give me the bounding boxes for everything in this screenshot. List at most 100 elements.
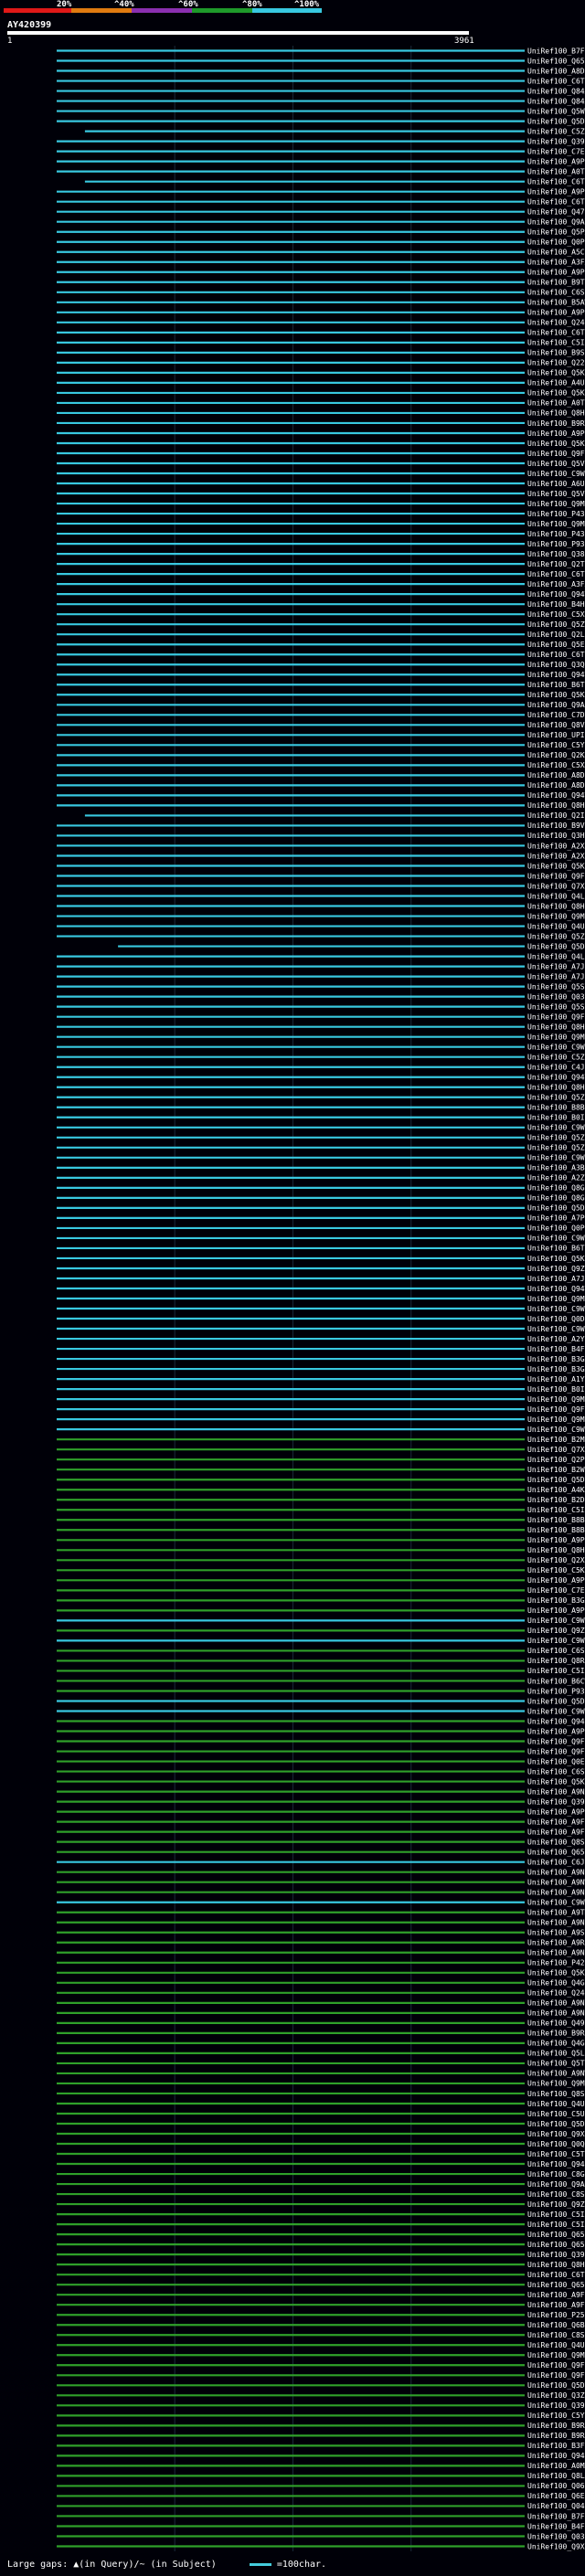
hit-row[interactable]: UniRef100_B0I532 (57, 1114, 585, 1122)
hit-label[interactable]: UniRef100_B8B9D3 (527, 1526, 585, 1534)
hit-label[interactable]: UniRef100_C6SZM9 (527, 1647, 585, 1655)
hit-label[interactable]: UniRef100_A9PJU4 (527, 1807, 585, 1816)
hit-label[interactable]: UniRef100_B9RCQ1 (527, 2422, 585, 2430)
hit-row[interactable]: UniRef100_Q2PY24 (57, 1456, 585, 1464)
hit-row[interactable]: UniRef100_Q0Q212 (57, 2140, 585, 2148)
hit-label[interactable]: UniRef100_B9V995 (527, 822, 585, 830)
hit-row[interactable]: UniRef100_Q8H5N9 (57, 1023, 585, 1031)
hit-row[interactable]: UniRef100_A9PDM1 (57, 1536, 585, 1544)
hit-row[interactable]: UniRef100_B0I531 (57, 1385, 585, 1394)
hit-label[interactable]: UniRef100_A8DJQ2 (527, 771, 585, 779)
hit-label[interactable]: UniRef100_B4FCN6 (527, 1345, 585, 1353)
hit-label[interactable]: UniRef100_Q5Z9T7 (527, 932, 585, 940)
hit-row[interactable]: UniRef100_Q47B8 (57, 207, 585, 216)
hit-row[interactable]: UniRef100_Q84XC7 (57, 87, 585, 95)
hit-row[interactable]: UniRef100_Q2TFP3 (57, 560, 585, 568)
hit-label[interactable]: UniRef100_C9W110 (527, 1154, 585, 1162)
hit-row[interactable]: UniRef100_P42767 (57, 1959, 585, 1967)
hit-label[interactable]: UniRef100_Q5DVT8 (527, 1204, 585, 1213)
hit-label[interactable]: UniRef100_C8SP28 (527, 2331, 585, 2339)
hit-row[interactable]: UniRef100_A2YKV3 (57, 1335, 585, 1343)
hit-label[interactable]: UniRef100_C8GZ50 (527, 2170, 585, 2178)
hit-label[interactable]: UniRef100_C4J8Y9 (527, 1064, 585, 1072)
hit-row[interactable]: UniRef100_B2WQB4 (57, 1466, 585, 1474)
hit-row[interactable]: UniRef100_Q9FUL1 (57, 2361, 585, 2369)
hit-row[interactable]: UniRef100_A3BJ88 (57, 1164, 585, 1172)
hit-row[interactable]: UniRef100_C7DYC5 (57, 711, 585, 719)
hit-label[interactable]: UniRef100_Q9AX39 (527, 701, 585, 709)
hit-label[interactable]: UniRef100_Q65356 (527, 2281, 585, 2289)
hit-row[interactable]: UniRef100_A8DJQ3 (57, 781, 585, 790)
hit-row[interactable]: UniRef100_Q22122 (57, 359, 585, 367)
hit-label[interactable]: UniRef100_Q8H4T8 (527, 902, 585, 910)
hit-row[interactable]: UniRef100_Q94TM4 (57, 590, 585, 599)
hit-row[interactable]: UniRef100_Q9FUC0 (57, 1747, 585, 1755)
hit-row[interactable]: UniRef100_Q5K120 (57, 1969, 585, 1977)
hit-label[interactable]: UniRef100_A9RNU5 (527, 1939, 585, 1947)
hit-row[interactable]: UniRef100_C5IXZ5 (57, 1506, 585, 1514)
hit-row[interactable]: UniRef100_B4HQ21 (57, 600, 585, 609)
hit-label[interactable]: UniRef100_Q9AM14 (527, 2180, 585, 2189)
hit-row[interactable]: UniRef100_Q5Z9W8 (57, 1094, 585, 1102)
hit-label[interactable]: UniRef100_Q2PY24 (527, 1456, 585, 1464)
hit-row[interactable]: UniRef100_Q9ZV08 (57, 1627, 585, 1635)
hit-row[interactable]: UniRef100_Q8H1N6 (57, 801, 585, 810)
hit-label[interactable]: UniRef100_Q8H368 (527, 2261, 585, 2269)
hit-label[interactable]: UniRef100_Q5ZTB9 (527, 620, 585, 629)
hit-row[interactable]: UniRef100_Q5K012 (57, 862, 585, 870)
hit-label[interactable]: UniRef100_Q5K9K1 (527, 369, 585, 377)
hit-row[interactable]: UniRef100_Q84XC6 (57, 97, 585, 105)
hit-label[interactable]: UniRef100_C7E662 (527, 147, 585, 155)
hit-label[interactable]: UniRef100_Q8S4X4 (527, 1838, 585, 1846)
hit-row[interactable]: UniRef100_Q94EV1 (57, 1717, 585, 1725)
hit-label[interactable]: UniRef100_Q9XHE5 (527, 2130, 585, 2138)
hit-label[interactable]: UniRef100_Q0EB58 (527, 1757, 585, 1765)
hit-label[interactable]: UniRef100_Q9F5A4 (527, 1737, 585, 1745)
hit-label[interactable]: UniRef100_C5Y1D9 (527, 2412, 585, 2420)
hit-label[interactable]: UniRef100_A9PG56 (527, 1606, 585, 1615)
hit-row[interactable]: UniRef100_Q9FF74 (57, 1012, 585, 1021)
hit-row[interactable]: UniRef100_A9SUX6 (57, 1929, 585, 1937)
hit-label[interactable]: UniRef100_Q5DVT6 (527, 942, 585, 950)
hit-label[interactable]: UniRef100_A2XGQ8 (527, 842, 585, 850)
hit-row[interactable]: UniRef100_C5IXZ7 (57, 2221, 585, 2229)
hit-label[interactable]: UniRef100_Q4LDT4 (527, 952, 585, 960)
hit-label[interactable]: UniRef100_B9S8N0 (527, 349, 585, 357)
hit-row[interactable]: UniRef100_Q9M8W0 (57, 2351, 585, 2359)
hit-row[interactable]: UniRef100_Q39383 (57, 2401, 585, 2410)
hit-row[interactable]: UniRef100_Q5Z5S0 (57, 1134, 585, 1142)
hit-label[interactable]: UniRef100_A7J212 (527, 962, 585, 970)
hit-label[interactable]: UniRef100_C6T129 (527, 651, 585, 659)
hit-label[interactable]: UniRef100_Q22122 (527, 359, 585, 367)
hit-label[interactable]: UniRef100_Q4U8F3 (527, 2341, 585, 2349)
hit-label[interactable]: UniRef100_Q8S4X5 (527, 2090, 585, 2098)
hit-row[interactable]: UniRef100_B8B9D4 (57, 1516, 585, 1524)
hit-label[interactable]: UniRef100_C6SZZ1 (527, 289, 585, 297)
hit-row[interactable]: UniRef100_B2MUU5 (57, 1436, 585, 1444)
hit-label[interactable]: UniRef100_C6TE28 (527, 2271, 585, 2279)
hit-row[interactable]: UniRef100_Q2XDD7 (57, 1556, 585, 1564)
hit-row[interactable]: UniRef100_C9W108 (57, 1235, 585, 1243)
hit-row[interactable]: UniRef100_A9NU62 (57, 1868, 585, 1876)
hit-label[interactable]: UniRef100_B6CWI4 (527, 1677, 585, 1685)
hit-label[interactable]: UniRef100_B8B9D4 (527, 1516, 585, 1524)
hit-label[interactable]: UniRef100_Q5K012 (527, 862, 585, 870)
hit-label[interactable]: UniRef100_B9T3D7 (527, 279, 585, 287)
hit-row[interactable]: UniRef100_C5Z8P0 (84, 127, 585, 135)
hit-row[interactable]: UniRef100_B9RPR9 (57, 2432, 585, 2440)
hit-label[interactable]: UniRef100_Q94TM6 (527, 671, 585, 679)
hit-label[interactable]: UniRef100_A9TM03 (527, 1909, 585, 1917)
hit-row[interactable]: UniRef100_A2X758 (57, 852, 585, 860)
hit-label[interactable]: UniRef100_Q9FS88 (527, 872, 585, 880)
hit-row[interactable]: UniRef100_Q8GRT8 (57, 1194, 585, 1203)
hit-row[interactable]: UniRef100_Q94TM7 (57, 791, 585, 800)
hit-label[interactable]: UniRef100_B3GXX0 (527, 1365, 585, 1373)
hit-label[interactable]: UniRef100_Q9M7C3 (527, 912, 585, 920)
hit-label[interactable]: UniRef100_C9W116 (527, 1617, 585, 1625)
hit-row[interactable]: UniRef100_A9PJU4 (57, 1807, 585, 1816)
hit-row[interactable]: UniRef100_Q5DVT5 (57, 1697, 585, 1705)
hit-row[interactable]: UniRef100_Q5LBM4 (57, 2050, 585, 2058)
hit-label[interactable]: UniRef100_C6TD21 (527, 329, 585, 337)
hit-label[interactable]: UniRef100_A0MAN1 (527, 2462, 585, 2470)
hit-row[interactable]: UniRef100_B7FK88 (57, 47, 585, 55)
